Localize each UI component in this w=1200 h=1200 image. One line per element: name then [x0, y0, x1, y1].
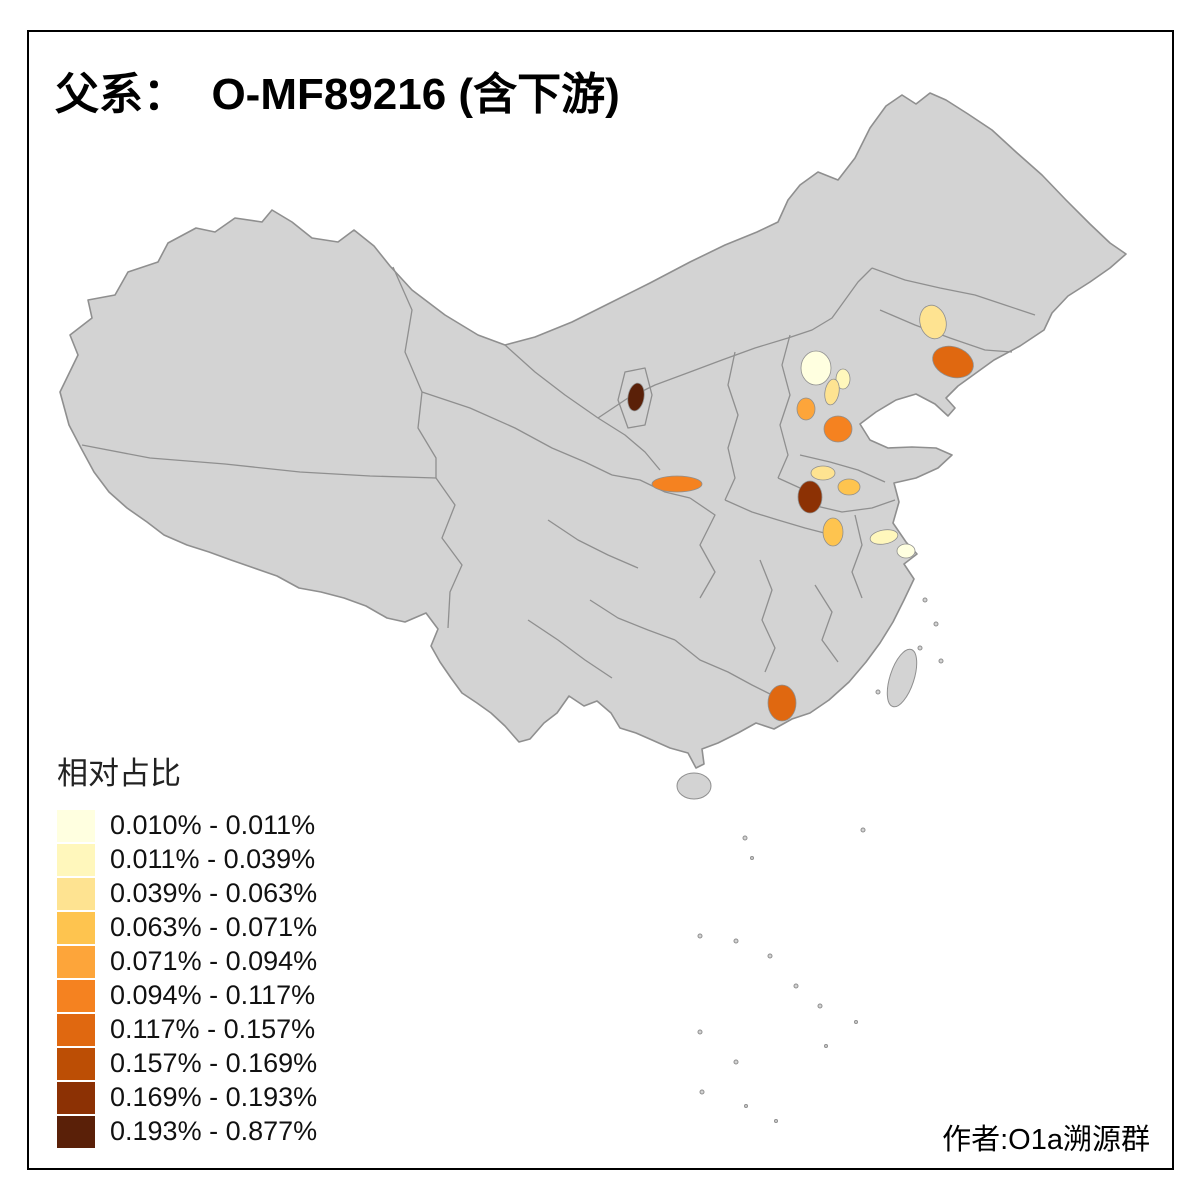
region-liaoning-south [932, 345, 974, 379]
legend-swatch [57, 809, 95, 842]
legend-swatch [57, 979, 95, 1012]
legend-label: 0.071% - 0.094% [110, 946, 318, 976]
legend-rows: 0.010% - 0.011% 0.011% - 0.039% 0.039% - 0… [57, 809, 317, 1148]
region-jilin-west [919, 304, 947, 340]
author-credit: 作者:O1a溯源群 [942, 1124, 1150, 1156]
legend-label: 0.063% - 0.071% [110, 912, 318, 942]
region-shandong-southwest [810, 465, 836, 481]
legend-row: 0.117% - 0.157% [57, 1013, 317, 1046]
region-shandong-northwest [823, 415, 853, 443]
legend-swatch [57, 843, 95, 876]
legend-label: 0.039% - 0.063% [110, 878, 318, 908]
legend-label: 0.117% - 0.157% [110, 1014, 316, 1044]
highlighted-regions [627, 304, 974, 722]
legend-label: 0.169% - 0.193% [110, 1082, 318, 1112]
legend-row: 0.063% - 0.071% [57, 911, 317, 944]
legend-row: 0.011% - 0.039% [57, 843, 317, 876]
region-guangdong-pearl-delta [767, 684, 797, 722]
legend-swatch [57, 945, 95, 978]
legend-label: 0.094% - 0.117% [110, 980, 316, 1010]
legend-label: 0.011% - 0.039% [110, 844, 316, 874]
legend-label: 0.157% - 0.169% [110, 1048, 318, 1078]
legend-row: 0.169% - 0.193% [57, 1081, 317, 1114]
china-mainland [59, 92, 1127, 769]
region-hebei-south [796, 397, 816, 421]
region-shaanxi-central [651, 475, 703, 493]
legend-row: 0.157% - 0.169% [57, 1047, 317, 1080]
plot-frame [27, 30, 1174, 1170]
legend-row: 0.193% - 0.877% [57, 1115, 317, 1148]
legend-swatch [57, 1013, 95, 1046]
legend-row: 0.010% - 0.011% [57, 809, 317, 842]
region-ningxia [627, 382, 645, 412]
legend: 相对占比 0.010% - 0.011% 0.011% - 0.039% 0.039… [57, 748, 317, 1149]
map-title: 父系： O-MF89216 (含下游) [55, 70, 620, 119]
region-shandong-south [837, 478, 861, 496]
province-borders [81, 266, 1036, 696]
legend-row: 0.071% - 0.094% [57, 945, 317, 978]
legend-label: 0.010% - 0.011% [110, 810, 316, 840]
legend-swatch [57, 1115, 95, 1148]
taiwan-island [886, 648, 918, 708]
region-beijing [800, 350, 832, 386]
islands [676, 597, 944, 1123]
legend-row: 0.094% - 0.117% [57, 979, 317, 1012]
region-tianjin [824, 378, 840, 406]
legend-label: 0.193% - 0.877% [110, 1116, 318, 1146]
legend-row: 0.039% - 0.063% [57, 877, 317, 910]
legend-swatch [57, 1047, 95, 1080]
legend-swatch [57, 1081, 95, 1114]
region-henan-east [797, 480, 823, 514]
hainan-island [676, 772, 712, 800]
legend-swatch [57, 911, 95, 944]
region-jiangsu-south [869, 529, 899, 545]
legend-title: 相对占比 [57, 756, 181, 791]
legend-swatch [57, 877, 95, 910]
region-shanghai-area [896, 543, 916, 559]
region-anhui-north [822, 517, 844, 547]
region-hebei-east [835, 368, 851, 390]
